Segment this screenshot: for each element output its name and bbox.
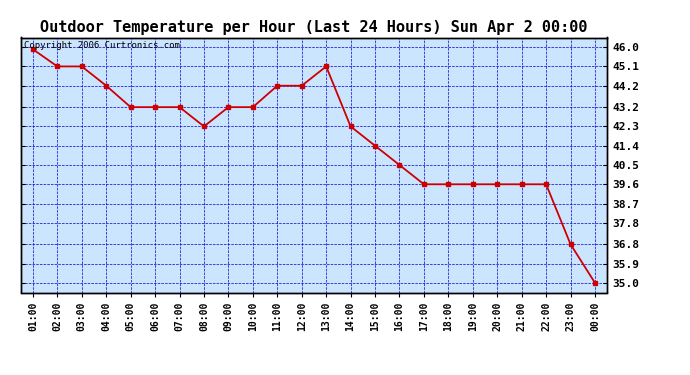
Text: Copyright 2006 Curtronics.com: Copyright 2006 Curtronics.com [23, 41, 179, 50]
Title: Outdoor Temperature per Hour (Last 24 Hours) Sun Apr 2 00:00: Outdoor Temperature per Hour (Last 24 Ho… [40, 20, 588, 35]
